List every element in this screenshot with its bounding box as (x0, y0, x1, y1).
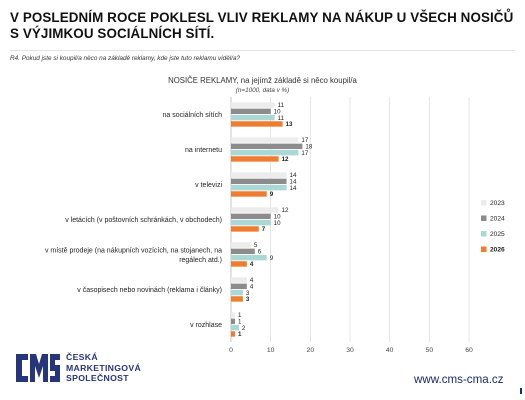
logo-line-3: SPOLEČNOST (66, 373, 129, 383)
page-title: V POSLEDNÍM ROCE POKLESL VLIV REKLAMY NA… (10, 10, 514, 42)
data-label: 3 (246, 296, 250, 303)
category-label: v televizi (195, 182, 222, 189)
bar-2024 (231, 283, 247, 290)
data-label: 13 (286, 121, 293, 128)
chart-subtitle: (n=1000, data v %) (235, 87, 290, 94)
data-label: 18 (305, 143, 312, 150)
data-label: 4 (250, 261, 254, 268)
data-label: 10 (274, 213, 281, 220)
bar-2025 (231, 254, 267, 261)
bar-2024 (231, 108, 271, 115)
website-link[interactable]: www.cms-cma.cz (414, 373, 504, 386)
data-label: 2 (242, 325, 246, 332)
bar-2024 (231, 248, 255, 255)
bar-2023 (231, 207, 279, 213)
data-label: 3 (246, 290, 250, 297)
category-label: v letácích (v poštovních schránkách, v o… (65, 217, 222, 224)
title-line-2: S VÝJIMKOU SOCIÁLNÍCH SÍTÍ. (10, 26, 215, 41)
bar-2025 (231, 219, 271, 226)
data-label: 14 (290, 172, 297, 179)
bar-2024 (231, 143, 303, 150)
bar-2026 (231, 156, 279, 162)
bar-2023 (231, 102, 275, 108)
data-label: 10 (274, 108, 281, 115)
bar-2026 (231, 296, 243, 302)
bar-2025 (231, 149, 299, 156)
data-label: 1 (238, 312, 242, 319)
data-label: 4 (250, 283, 254, 290)
x-tick-label: 30 (346, 347, 354, 354)
x-tick-label: 20 (307, 347, 315, 354)
bar-2025 (231, 289, 243, 296)
data-label: 10 (274, 220, 281, 227)
bar-2023 (231, 172, 287, 178)
x-tick-label: 0 (229, 347, 233, 354)
legend-swatch (481, 200, 487, 206)
category-label: v rozhlase (190, 322, 222, 329)
category-label: v časopisech nebo novinách (reklama i čl… (77, 287, 222, 294)
logo-line-1: ČESKÁ (66, 352, 98, 362)
logo-line-2: MARKETINGOVÁ (66, 362, 142, 373)
divider (10, 50, 515, 51)
bar-2026 (231, 226, 259, 232)
legend-label: 2026 (490, 247, 505, 254)
bar-2023 (231, 312, 235, 318)
category-label: na internetu (185, 147, 222, 154)
bar-2024 (231, 178, 287, 185)
logo-text: ČESKÁ MARKETINGOVÁ SPOLEČNOST (66, 352, 141, 384)
bar-2026 (231, 261, 247, 267)
x-tick-label: 60 (465, 347, 473, 354)
category-label: na sociálních sítích (162, 112, 222, 119)
bar-2023 (231, 242, 251, 248)
bar-2024 (231, 318, 235, 325)
data-label: 14 (290, 178, 297, 185)
chart-title: NOSIČE REKLAMY, na jejímž základě si něc… (168, 76, 357, 85)
category-label: v místě prodeje (na nákupních vozících, … (45, 247, 222, 254)
data-label: 9 (270, 191, 274, 198)
data-label: 17 (301, 150, 308, 157)
bar-2023 (231, 137, 299, 143)
legend-swatch (481, 246, 487, 252)
bar-2026 (231, 121, 283, 127)
page-edge-mark (520, 388, 522, 394)
data-label: 9 (270, 255, 274, 262)
data-label: 4 (250, 277, 254, 284)
bar-2026 (231, 331, 235, 337)
legend-label: 2025 (490, 231, 505, 238)
data-label: 17 (301, 137, 308, 144)
data-label: 12 (282, 207, 289, 214)
data-label: 12 (282, 156, 289, 163)
data-label: 5 (254, 242, 258, 249)
bar-2023 (231, 277, 247, 283)
bar-2024 (231, 213, 271, 220)
data-label: 6 (258, 248, 262, 255)
data-label: 11 (278, 102, 285, 109)
bar-2026 (231, 191, 267, 197)
title-line-1: V POSLEDNÍM ROCE POKLESL VLIV REKLAMY NA… (10, 10, 514, 25)
data-label: 11 (278, 115, 285, 122)
data-label: 1 (238, 318, 242, 325)
cms-logo-icon (16, 354, 60, 382)
bar-2025 (231, 184, 287, 191)
legend-label: 2024 (490, 216, 505, 223)
legend-label: 2023 (490, 200, 505, 207)
x-tick-label: 40 (386, 347, 394, 354)
x-tick-label: 10 (267, 347, 275, 354)
survey-question: R4. Pokud jste si koupil/a něco na zákla… (10, 55, 241, 62)
legend-swatch (481, 215, 487, 221)
bar-2025 (231, 324, 239, 331)
bar-2025 (231, 114, 275, 121)
legend-swatch (481, 231, 487, 237)
data-label: 14 (290, 185, 297, 192)
data-label: 1 (238, 331, 242, 338)
data-label: 7 (262, 226, 266, 233)
category-label: regálech atd.) (179, 257, 222, 264)
x-tick-label: 50 (426, 347, 434, 354)
